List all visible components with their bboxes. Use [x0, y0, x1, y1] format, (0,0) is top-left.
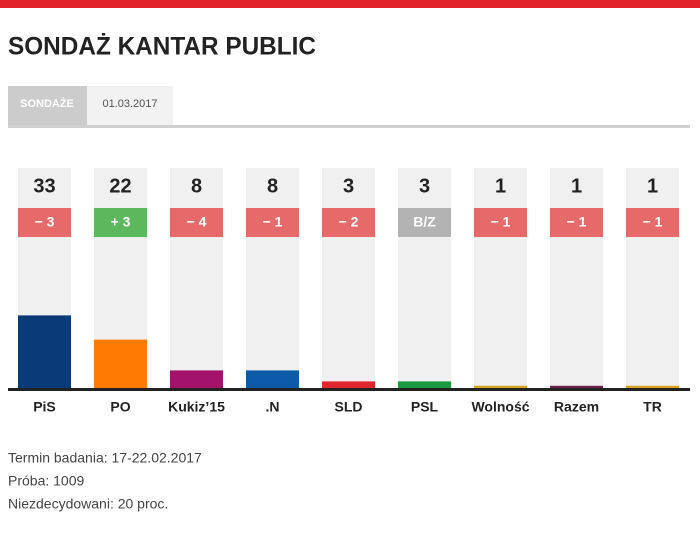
value-label: 3	[343, 175, 354, 197]
value-label: 1	[495, 175, 506, 197]
bar	[322, 381, 375, 388]
top-bar	[0, 0, 700, 8]
bar	[474, 385, 527, 388]
value-label: 1	[647, 175, 658, 197]
change-badge	[550, 208, 603, 237]
baseline	[8, 388, 690, 391]
value-label: 22	[109, 175, 131, 197]
x-tick-label: PSL	[411, 399, 439, 415]
bar	[246, 370, 299, 388]
x-tick-label: Kukiz’15	[168, 399, 225, 415]
column-bg	[246, 168, 299, 388]
change-label: − 4	[187, 214, 207, 230]
column-bg	[550, 168, 603, 388]
tab[interactable]	[8, 86, 87, 126]
bar	[398, 381, 451, 388]
x-tick-label: PiS	[33, 399, 56, 415]
bar	[550, 385, 603, 388]
chart-title: SONDAŻ KANTAR PUBLIC	[8, 33, 316, 61]
note: Próba: 1009	[8, 473, 84, 489]
change-badge	[246, 208, 299, 237]
tab-label[interactable]: SONDAŻE	[20, 97, 74, 110]
change-badge	[626, 208, 679, 237]
note: Termin badania: 17-22.02.2017	[8, 450, 202, 466]
bar	[18, 315, 71, 388]
column-bg	[626, 168, 679, 388]
column-bg	[398, 168, 451, 388]
tab[interactable]	[87, 86, 173, 126]
note: Niezdecydowani: 20 proc.	[8, 496, 168, 512]
change-label: − 1	[491, 214, 511, 230]
change-badge	[94, 208, 147, 237]
change-label: − 2	[339, 214, 359, 230]
change-badge	[322, 208, 375, 237]
change-label: B/Z	[413, 214, 436, 230]
x-tick-label: Wolność	[471, 399, 529, 415]
value-label: 1	[571, 175, 582, 197]
change-label: − 1	[263, 214, 283, 230]
change-label: − 1	[567, 214, 587, 230]
change-label: + 3	[111, 214, 131, 230]
change-badge	[170, 208, 223, 237]
column-bg	[170, 168, 223, 388]
value-label: 33	[33, 175, 55, 197]
change-badge	[398, 208, 451, 237]
bar	[94, 339, 147, 388]
column-bg	[322, 168, 375, 388]
x-tick-label: .N	[266, 399, 280, 415]
x-tick-label: TR	[643, 399, 662, 415]
change-badge	[474, 208, 527, 237]
change-label: − 1	[643, 214, 663, 230]
value-label: 3	[419, 175, 430, 197]
bar	[626, 385, 679, 388]
value-label: 8	[267, 175, 278, 197]
value-label: 8	[191, 175, 202, 197]
x-tick-label: Razem	[554, 399, 599, 415]
x-tick-label: PO	[110, 399, 130, 415]
column-bg	[474, 168, 527, 388]
bar	[170, 370, 223, 388]
divider	[8, 125, 690, 128]
change-label: − 3	[35, 214, 55, 230]
change-badge	[18, 208, 71, 237]
x-tick-label: SLD	[335, 399, 363, 415]
tab-label[interactable]: 01.03.2017	[102, 98, 157, 110]
